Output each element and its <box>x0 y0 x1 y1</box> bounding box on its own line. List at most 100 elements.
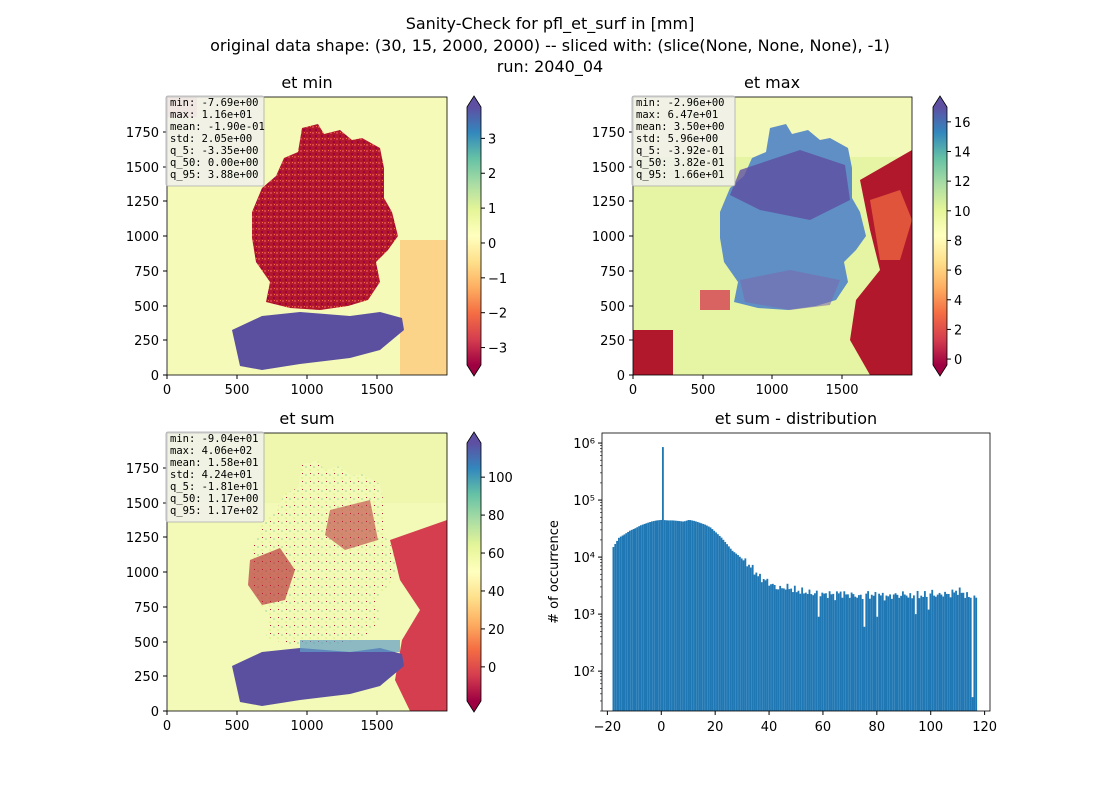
histogram-bar <box>898 597 901 711</box>
histogram-bar <box>781 588 783 711</box>
histogram-bar <box>749 567 752 711</box>
histogram-bar <box>909 593 912 711</box>
histogram-bar <box>729 548 732 711</box>
stats-line: min: -2.96e+00 <box>636 97 725 109</box>
panel-et-min-colorbar: −3 −2 −1 0 1 2 3 <box>466 95 507 377</box>
panel-distribution-x-axis: −20 0 20 40 60 80 100 120 <box>594 711 997 735</box>
histogram-bar <box>859 594 862 711</box>
colorbar-tick-label: 10 <box>954 205 971 220</box>
y-tick-label: 0 <box>617 369 625 384</box>
x-tick-label: 1500 <box>825 383 858 398</box>
histogram-bar <box>698 522 701 711</box>
x-tick-label: 0 <box>657 720 665 735</box>
stats-box-background <box>631 95 736 187</box>
panel-et-min-stats-box: min: -7.69e+00 max: 1.16e+01 mean: -1.90… <box>165 95 265 187</box>
histogram-bar <box>702 523 705 711</box>
histogram-bar <box>777 589 780 711</box>
histogram-bar <box>663 520 666 711</box>
histogram-bar <box>731 550 734 711</box>
heatmap-region-germany-north <box>730 150 850 220</box>
colorbar-tick-label: 40 <box>488 585 505 600</box>
figure-title-line-1: Sanity-Check for pfl_et_surf in [mm] <box>406 14 695 34</box>
x-tick-label: 500 <box>225 719 250 734</box>
histogram-bar <box>925 596 928 711</box>
y-tick-label: 750 <box>134 265 159 280</box>
x-tick-label: 1000 <box>755 383 788 398</box>
histogram-bar <box>806 594 809 711</box>
histogram-bar <box>852 594 855 711</box>
panel-et-max-x-axis: 0 500 1000 1500 <box>629 375 859 398</box>
histogram-bar <box>894 593 897 711</box>
panel-et-sum-y-axis: 0 250 500 750 1000 1250 1500 1750 <box>126 462 167 720</box>
histogram-bar <box>808 589 811 711</box>
colorbar-ticks: 0 2 4 6 8 10 12 14 16 <box>947 116 971 368</box>
y-tick-label: 1500 <box>592 161 625 176</box>
x-tick-label: 20 <box>707 720 724 735</box>
colorbar-tick-label: 2 <box>954 323 962 338</box>
histogram-bar <box>881 592 884 711</box>
histogram-bar <box>649 522 651 711</box>
panel-et-sum-x-axis: 0 500 1000 1500 <box>163 711 394 734</box>
histogram-bar <box>665 520 668 711</box>
histogram-bar <box>891 598 893 711</box>
histogram-bar <box>667 520 670 711</box>
histogram-bar <box>691 520 694 711</box>
histogram-bar <box>760 582 763 711</box>
histogram-bar <box>742 560 745 711</box>
y-tick-label: 10³ <box>573 608 595 623</box>
colorbar-tick-label: 14 <box>954 145 971 160</box>
x-tick-label: 40 <box>761 720 778 735</box>
histogram-bar <box>949 597 952 711</box>
histogram-bar <box>759 573 761 711</box>
histogram-bar <box>771 583 774 711</box>
stats-line: q_50: 0.00e+00 <box>170 157 259 169</box>
x-tick-label: 100 <box>918 720 943 735</box>
histogram-bar <box>912 595 915 711</box>
histogram-bar <box>964 597 967 711</box>
colorbar-tick-label: 100 <box>488 471 513 486</box>
histogram-bar <box>645 523 648 711</box>
histogram-bars <box>612 447 978 711</box>
colorbar-extend-top <box>467 96 481 107</box>
histogram-bar <box>901 591 904 711</box>
colorbar-tick-label: 3 <box>488 132 496 147</box>
histogram-bar <box>955 590 957 711</box>
histogram-bar <box>753 574 756 711</box>
stats-line: min: -9.04e+01 <box>170 433 259 445</box>
histogram-bar <box>940 594 943 711</box>
y-tick-label: 250 <box>600 334 625 349</box>
heatmap-region-germany-south <box>740 270 840 310</box>
histogram-bar <box>793 585 796 711</box>
histogram-bar <box>870 594 873 711</box>
stats-line: mean: -1.90e-01 <box>170 121 265 133</box>
stats-line: q_5: -1.81e+01 <box>170 481 259 493</box>
stats-line: q_5: -3.92e-01 <box>636 145 725 157</box>
histogram-bar <box>874 591 877 711</box>
panel-et-max-colorbar: 0 2 4 6 8 10 12 14 16 <box>932 95 971 377</box>
histogram-bar <box>634 528 637 711</box>
histogram-bar <box>724 541 727 711</box>
histogram-bar <box>865 593 868 711</box>
colorbar-tick-label: 2 <box>488 167 496 182</box>
histogram-bar <box>885 595 888 711</box>
histogram-bar <box>812 595 815 711</box>
y-tick-label: 10⁵ <box>573 494 595 509</box>
histogram-bar <box>614 543 617 711</box>
panel-et-max-title: et max <box>744 73 800 92</box>
histogram-bar <box>740 558 743 711</box>
colorbar-tick-label: 4 <box>954 294 962 309</box>
histogram-bar <box>713 530 716 711</box>
histogram-bar <box>892 594 895 711</box>
histogram-bar <box>715 532 717 711</box>
histogram-bar <box>847 594 849 711</box>
y-tick-label: 10⁴ <box>573 551 595 566</box>
histogram-bar <box>616 540 619 711</box>
histogram-bar <box>768 585 771 711</box>
stats-line: q_5: -3.35e+00 <box>170 145 259 157</box>
histogram-bar <box>878 593 881 711</box>
histogram-bar <box>960 592 963 711</box>
histogram-bar <box>782 588 785 711</box>
y-tick-label: 1000 <box>126 566 159 581</box>
histogram-bar <box>920 595 923 711</box>
x-tick-label: −20 <box>594 720 621 735</box>
